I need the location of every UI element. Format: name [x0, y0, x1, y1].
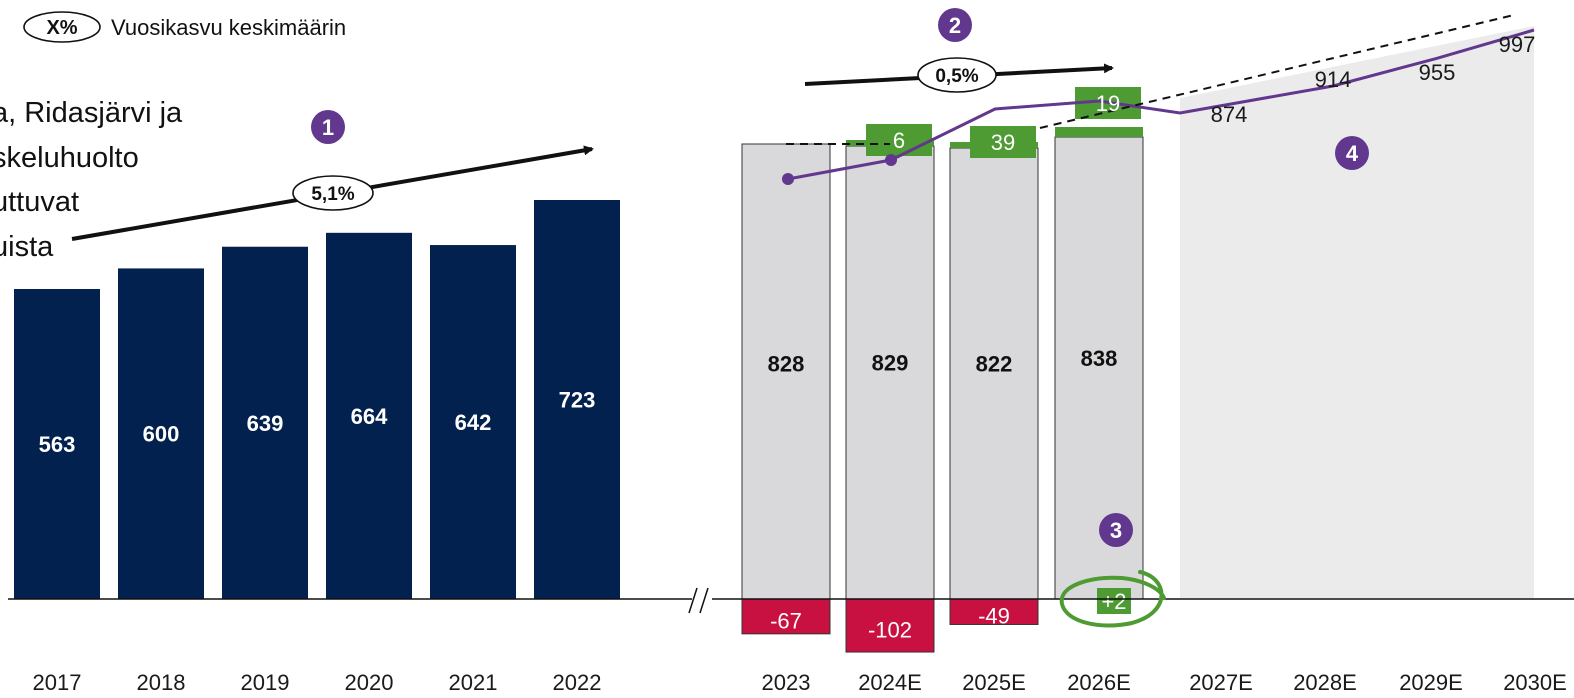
x-tick-2026E: 2026E: [1067, 670, 1131, 695]
x-tick-2030E: 2030E: [1503, 670, 1567, 695]
chart-labels: 5632017600201863920196642020642202172320…: [33, 32, 1567, 695]
increase-strip-2026E: [1055, 127, 1143, 137]
cagr-label-forecast: 0,5%: [935, 66, 978, 87]
cagr-label-historical: 5,1%: [311, 184, 354, 205]
decrease-bar-2025E: [949, 598, 1039, 625]
left-text-line-1: a, Ridasjärvi ja: [0, 97, 183, 129]
bar-label-2022: 723: [559, 388, 596, 413]
net-change-box: [1097, 588, 1131, 614]
x-tick-2018: 2018: [137, 670, 186, 695]
x-tick-2028E: 2028E: [1293, 670, 1357, 695]
decrease-label-2024E: -102: [868, 618, 912, 643]
bar-label-2018: 600: [143, 422, 180, 447]
bar-2022: [534, 200, 620, 599]
decrease-label-2025E: -49: [978, 604, 1010, 629]
left-text-line-4: uista: [0, 231, 54, 263]
line-series: [782, 14, 1535, 185]
x-tick-2022: 2022: [553, 670, 602, 695]
bar-2019: [222, 246, 308, 599]
left-text-line-3: uttuvat: [0, 186, 79, 218]
bar-label-2020: 664: [351, 404, 388, 429]
base-bar-2023: [741, 143, 831, 600]
increase-label-2026E: 19: [1096, 91, 1120, 116]
left-text: a, Ridasjärvi ja skeluhuolto uttuvat uis…: [0, 97, 183, 263]
base-label-2023: 828: [768, 352, 805, 377]
line-label-2030E: 997: [1499, 32, 1536, 57]
forecast-line: [787, 28, 1535, 181]
x-tick-2020: 2020: [345, 670, 394, 695]
line-label-2029E: 955: [1419, 60, 1456, 85]
increase-box-2025E: [970, 126, 1036, 158]
baseline: [8, 587, 1574, 614]
net-change-label: +2: [1101, 589, 1126, 614]
decrease-bar-2024E: [845, 598, 935, 653]
base-bar-2024E: [845, 145, 935, 600]
badge-4: 4: [1335, 136, 1369, 170]
bar-label-2017: 563: [39, 432, 76, 457]
axis-break-mark-2: [699, 587, 709, 614]
line-label-2027E: 874: [1211, 102, 1248, 127]
left-text-line-2: skeluhuolto: [0, 142, 139, 174]
bar-2021: [430, 245, 516, 599]
base-label-2025E: 822: [976, 352, 1013, 377]
increase-label-2024E: 6: [893, 128, 905, 153]
bar-2017: [14, 289, 100, 599]
legend-symbol-ellipse: [23, 11, 101, 43]
x-tick-2019: 2019: [241, 670, 290, 695]
highlight-circle: [1059, 570, 1166, 628]
historical-bars: [14, 200, 620, 599]
svg-text:1: 1: [322, 115, 334, 140]
x-tick-2017: 2017: [33, 670, 82, 695]
base-label-2024E: 829: [872, 351, 909, 376]
svg-text:3: 3: [1110, 518, 1122, 543]
cagr-ellipse-forecast: [917, 57, 997, 93]
line-point-0: [782, 173, 794, 185]
x-tick-2024E: 2024E: [858, 670, 922, 695]
legend: X% Vuosikasvu keskimäärin: [23, 11, 346, 43]
line-label-2028E: 914: [1315, 67, 1352, 92]
line-point-1: [885, 154, 897, 166]
badge-1: 1: [311, 110, 345, 144]
bar-label-2021: 642: [455, 410, 492, 435]
forecast-area: [1180, 26, 1534, 598]
bar-2018: [118, 268, 204, 599]
svg-text:4: 4: [1346, 141, 1359, 166]
x-tick-2021: 2021: [449, 670, 498, 695]
decrease-label-2023: -67: [770, 608, 802, 633]
svg-text:2: 2: [949, 13, 961, 38]
trend-dashed-line: [1039, 14, 1515, 129]
x-tick-2023: 2023: [762, 670, 811, 695]
x-tick-2029E: 2029E: [1399, 670, 1463, 695]
x-tick-2025E: 2025E: [962, 670, 1026, 695]
x-tick-2027E: 2027E: [1189, 670, 1253, 695]
legend-text: Vuosikasvu keskimäärin: [111, 15, 346, 40]
axis-break-mark-1: [688, 587, 698, 614]
cagr-ellipse-historical: [292, 175, 374, 211]
badge-3: 3: [1099, 513, 1133, 547]
base-label-2026E: 838: [1081, 346, 1118, 371]
increase-box-2024E: [866, 124, 932, 156]
base-bar-2025E: [949, 147, 1039, 600]
forecast-bars: [741, 87, 1144, 653]
bar-label-2019: 639: [247, 411, 284, 436]
badge-2: 2: [938, 8, 972, 42]
decrease-bar-2023: [741, 598, 831, 635]
bar-2020: [326, 232, 412, 599]
legend-symbol: X%: [46, 17, 77, 39]
increase-label-2025E: 39: [991, 130, 1015, 155]
